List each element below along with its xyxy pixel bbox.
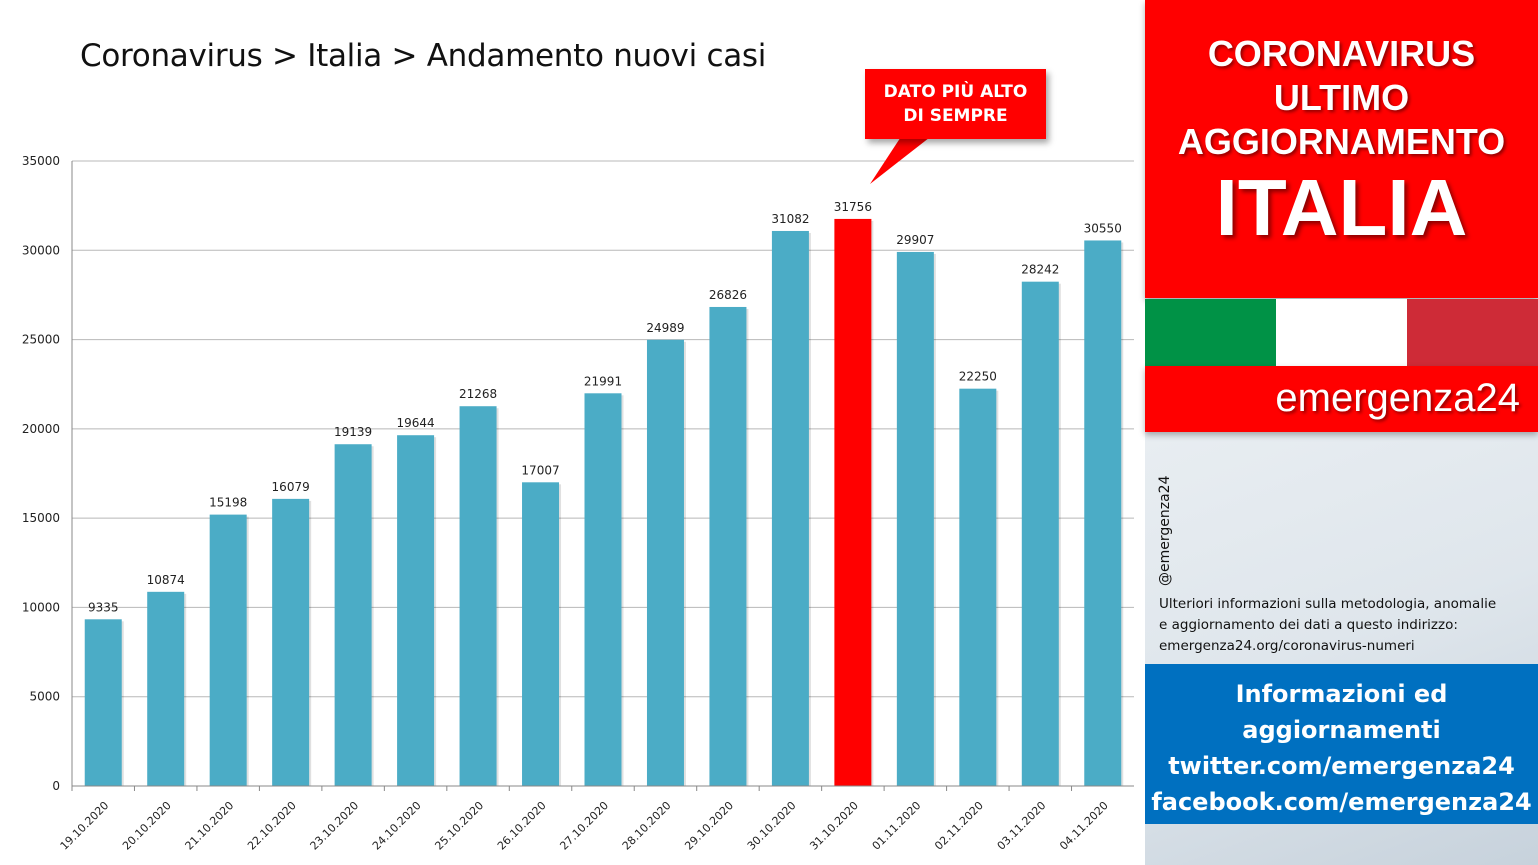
x-tick-label: 04.11.2020 [1057,799,1111,853]
data-label: 9335 [88,600,119,614]
x-tick-label: 30.10.2020 [745,799,799,853]
headline-line-3: AGGIORNAMENTO [1177,121,1506,162]
x-tick-label: 02.11.2020 [932,799,986,853]
flag-red-stripe [1407,299,1538,366]
bar [1021,281,1059,786]
data-label: 30550 [1084,221,1122,235]
data-label: 21991 [584,374,622,388]
bar [584,393,622,786]
data-label: 29907 [896,233,934,247]
y-tick-label: 35000 [22,154,60,168]
bar [334,444,372,786]
bar [709,306,747,786]
y-tick-label: 5000 [29,690,60,704]
bar [147,591,185,786]
brand-name: emergenza24 [1275,376,1520,420]
chart-area: Coronavirus > Italia > Andamento nuovi c… [21,38,1134,853]
bar-chart: 0 5000 10000 15000 20000 25000 30000 35000 9335 1… [22,154,1134,853]
x-tick-label: 28.10.2020 [620,799,674,853]
x-tick-label: 24.10.2020 [370,799,424,853]
headline-line-1: CORONAVIRUS [1207,33,1476,74]
bar [459,406,497,786]
country-title: ITALIA [1215,163,1468,252]
bar [397,435,435,786]
bar [209,514,247,786]
y-tick-label: 25000 [22,333,60,347]
x-tick-label: 31.10.2020 [807,799,861,853]
bar [84,619,122,786]
bar [959,388,997,786]
data-label: 10874 [147,573,185,587]
bar [896,251,934,787]
bar [646,339,684,786]
x-tick-label: 01.11.2020 [870,799,924,853]
data-label: 16079 [272,480,310,494]
data-label: 24989 [646,321,684,335]
y-tick-label: 20000 [22,422,60,436]
callout-line-1: DATO PIÙ ALTO [883,82,1028,102]
y-tick-label: 15000 [22,511,60,525]
flag-green-stripe [1145,299,1276,366]
data-label: 26826 [709,288,747,302]
methodology-note: Ulteriori informazioni sulla metodologia… [1159,594,1529,657]
record-callout: DATO PIÙ ALTO DI SEMPRE [865,69,1046,139]
data-label: 31082 [771,212,809,226]
headline-box: CORONAVIRUS ULTIMO AGGIORNAMENTO ITALIA [1145,0,1538,298]
x-tick-label: 03.11.2020 [995,799,1049,853]
x-tick-label: 29.10.2020 [682,799,736,853]
data-label: 22250 [959,370,997,384]
x-tick-label: 21.10.2020 [183,799,237,853]
data-label: 19644 [396,416,434,430]
data-label: 19139 [334,425,372,439]
italian-flag [1145,299,1538,366]
x-tick-label: 23.10.2020 [308,799,362,853]
x-tick-label: 19.10.2020 [58,799,112,853]
info-line: e aggiornamento dei dati a questo indiri… [1159,617,1458,633]
social-handle-text: @emergenza24 [1157,475,1173,587]
headline-line-2: ULTIMO [1273,77,1410,118]
social-handle: @emergenza24 [1157,462,1179,587]
bar [834,218,872,786]
callout-line-2: DI SEMPRE [903,106,1008,126]
bar [771,230,809,786]
flag-white-stripe [1276,299,1407,366]
x-tick-label: 22.10.2020 [245,799,299,853]
x-tick-label: 27.10.2020 [557,799,611,853]
bar [522,482,560,786]
y-tick-label: 30000 [22,243,60,257]
x-tick-label: 25.10.2020 [432,799,486,853]
x-tick-label: 26.10.2020 [495,799,549,853]
data-label: 28242 [1021,263,1059,277]
data-label: 15198 [209,496,247,510]
data-label: 31756 [834,200,872,214]
bar [1084,240,1122,786]
y-tick-label: 0 [52,779,60,793]
facebook-link[interactable]: facebook.com/emergenza24 [1151,788,1532,816]
page-title: Coronavirus > Italia > Andamento nuovi c… [80,38,767,74]
info-link[interactable]: emergenza24.org/coronavirus-numeri [1159,638,1415,654]
data-label: 21268 [459,387,497,401]
links-box: Informazioni ed aggiornamenti twitter.co… [1145,664,1538,824]
bar [272,498,310,786]
links-heading-2: aggiornamenti [1242,716,1441,744]
brand-box: emergenza24 [1145,366,1538,432]
links-heading-1: Informazioni ed [1235,680,1448,708]
x-tick-label: 20.10.2020 [120,799,174,853]
data-label: 17007 [521,463,559,477]
info-line: Ulteriori informazioni sulla metodologia… [1159,596,1497,612]
y-tick-label: 10000 [22,600,60,614]
twitter-link[interactable]: twitter.com/emergenza24 [1168,752,1515,780]
side-panel: CORONAVIRUS ULTIMO AGGIORNAMENTO ITALIA … [1145,0,1538,865]
